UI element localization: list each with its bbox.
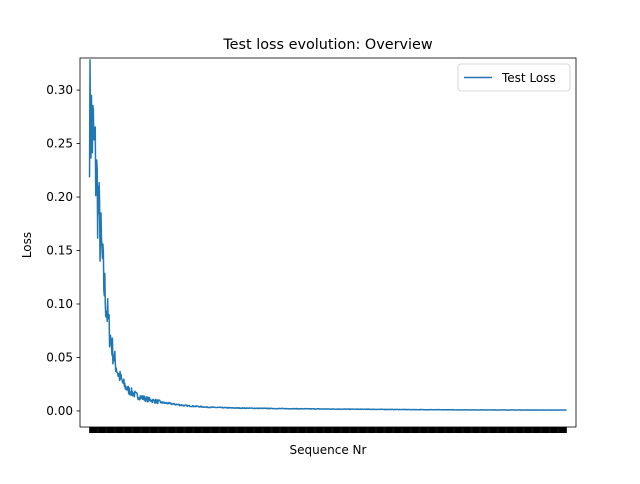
y-tick-label: 0.15 [46, 244, 73, 258]
y-tick-label: 0.10 [46, 297, 73, 311]
y-axis-label: Loss [20, 232, 34, 258]
series-line-test-loss [88, 59, 567, 411]
x-axis-label: Sequence Nr [290, 443, 367, 457]
y-tick-label: 0.25 [46, 137, 73, 151]
x-axis-ticks [89, 427, 567, 433]
legend-box [457, 63, 571, 92]
plot-area [88, 59, 567, 411]
y-tick-label: 0.00 [46, 404, 73, 418]
chart-title: Test loss evolution: Overview [222, 37, 433, 53]
y-tick-label: 0.20 [46, 190, 73, 204]
y-tick-label: 0.30 [46, 83, 73, 97]
y-tick-label: 0.05 [46, 350, 73, 364]
axes-frame [79, 57, 577, 428]
y-axis-ticks: 0.00 0.05 0.10 0.15 0.20 0.25 0.30 [46, 83, 80, 418]
legend: Test Loss [457, 63, 571, 92]
legend-label-test-loss: Test Loss [501, 71, 556, 85]
